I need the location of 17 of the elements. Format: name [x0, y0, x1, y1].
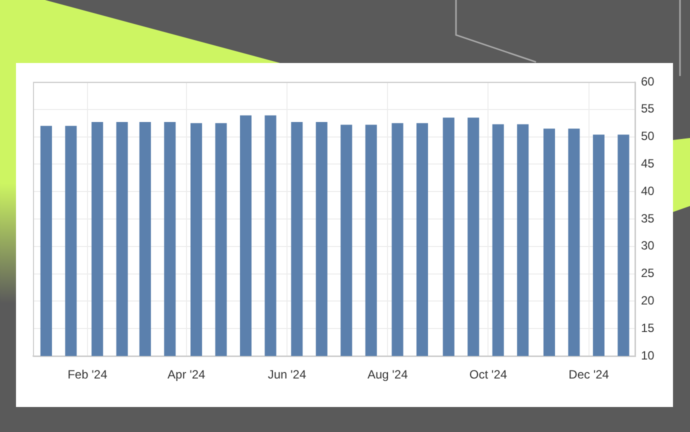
x-tick-label: Jun '24 — [268, 368, 306, 382]
y-tick-label: 30 — [641, 238, 655, 253]
y-tick-label: 35 — [641, 211, 655, 226]
y-tick-label: 50 — [641, 129, 655, 144]
y-tick-label: 55 — [641, 102, 655, 116]
y-tick-label: 20 — [641, 294, 655, 308]
x-tick-label: Dec '24 — [568, 368, 610, 382]
y-tick-label: 15 — [641, 320, 655, 335]
x-tick-label: Oct '24 — [469, 368, 508, 382]
x-tick-label: Feb '24 — [68, 368, 108, 382]
y-tick-label: 45 — [641, 156, 655, 171]
x-tick-label: Aug '24 — [367, 368, 408, 382]
y-tick-label: 10 — [641, 348, 655, 362]
y-tick-label: 40 — [641, 184, 655, 198]
y-tick-label: 60 — [641, 74, 655, 88]
x-tick-label: Apr '24 — [168, 368, 206, 382]
y-tick-label: 25 — [641, 266, 655, 280]
